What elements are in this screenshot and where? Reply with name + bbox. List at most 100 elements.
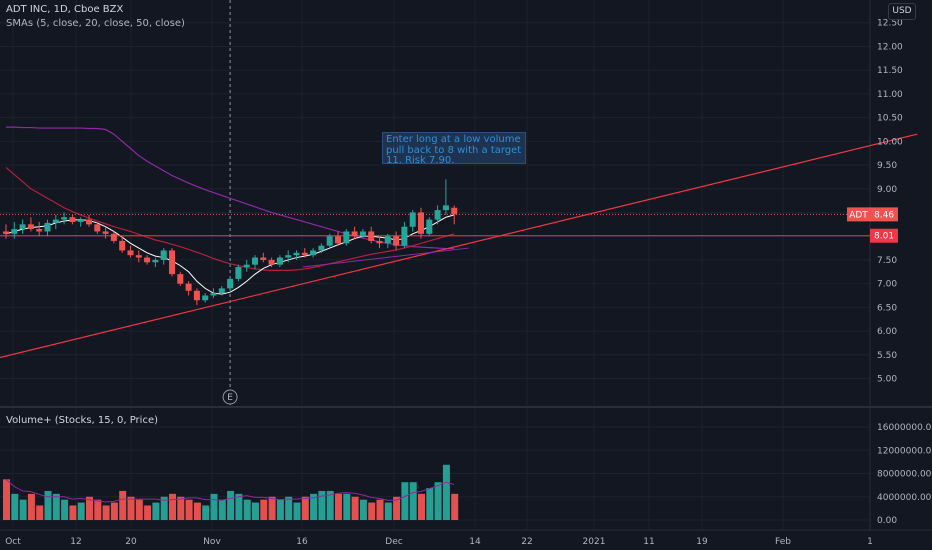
date-tick-label: 11 <box>643 537 654 547</box>
date-tick-label: Oct <box>5 537 21 547</box>
last-price-symbol-text: ADT <box>849 210 868 220</box>
trendlines <box>0 133 918 359</box>
volume-bar <box>434 482 442 520</box>
volume-tick-label: 8000000.00 <box>877 470 932 480</box>
volume-bar <box>310 493 318 520</box>
candle-body <box>110 233 117 241</box>
volume-bar <box>52 493 60 520</box>
candle-body <box>276 257 283 265</box>
grid <box>0 0 871 530</box>
candle-body <box>442 205 449 211</box>
candle-body <box>252 257 258 265</box>
volume-bar <box>144 505 152 520</box>
candle-body <box>401 226 408 246</box>
candle-body <box>418 212 424 234</box>
candle-body <box>318 245 325 251</box>
candle-body <box>210 293 217 296</box>
candle-body <box>310 250 317 256</box>
earnings-marker-label: E <box>227 393 233 403</box>
axes: 12.5012.0011.5011.0010.5010.009.509.008.… <box>5 19 932 547</box>
candle-body <box>27 224 34 230</box>
volume-bar <box>359 499 367 520</box>
earnings-marker <box>222 389 238 405</box>
candle-body <box>202 295 209 301</box>
sma-legend: SMAs (5, close, 20, close, 50, close) <box>6 18 185 29</box>
volume-bar <box>376 499 384 520</box>
candle-body <box>351 231 358 237</box>
volume-bar <box>343 493 351 520</box>
price-tick-label: 12.00 <box>877 42 903 52</box>
date-tick-label: 20 <box>125 537 137 547</box>
last-price-badge <box>870 207 898 222</box>
volume-bar <box>177 496 185 520</box>
candle-body <box>326 236 333 246</box>
candle-body <box>135 255 142 258</box>
volume-bar <box>301 496 309 520</box>
candle-body <box>169 250 175 275</box>
volume-bar <box>409 482 417 520</box>
candle-body <box>52 219 59 223</box>
price-tick-label: 9.00 <box>877 185 897 195</box>
candle-body <box>185 283 192 291</box>
candles <box>3 179 458 305</box>
candle-body <box>426 219 433 234</box>
candle-body <box>268 259 275 265</box>
volume-bar <box>384 502 392 520</box>
volume-bar <box>102 505 110 520</box>
last-price-symbol-badge <box>847 207 870 222</box>
date-tick-label: 14 <box>469 537 481 547</box>
trade-note[interactable]: Enter long at a low volume pull back to … <box>382 132 526 166</box>
candle-body <box>384 236 391 244</box>
volume-bar <box>401 482 409 520</box>
price-tick-label: 10.00 <box>877 137 903 147</box>
date-tick-label: Nov <box>203 537 221 547</box>
candle-body <box>152 259 159 263</box>
volume-bar <box>268 496 276 520</box>
price-tick-label: 5.50 <box>877 351 897 361</box>
last-price-value: 8.46 <box>874 210 894 220</box>
volume-bar <box>185 499 193 520</box>
date-tick-label: 16 <box>296 537 308 547</box>
candle-body <box>243 264 250 268</box>
candle-body <box>94 224 101 232</box>
volume-bar <box>202 505 210 520</box>
volume-bar <box>3 479 10 520</box>
candle-body <box>19 224 26 230</box>
volume-bar <box>61 499 69 520</box>
volume-bar <box>169 493 176 520</box>
candle-body <box>434 210 441 220</box>
candle-body <box>102 231 109 234</box>
volume-bar <box>11 493 19 520</box>
volume-bar <box>69 505 77 520</box>
candle-body <box>44 222 51 232</box>
price-tick-label: 11.00 <box>877 90 903 100</box>
volume-bar <box>193 502 201 520</box>
candle-body <box>218 288 225 294</box>
volume-bars <box>3 464 459 520</box>
price-tick-label: 7.50 <box>877 256 897 266</box>
level-badge <box>870 228 898 243</box>
candle-body <box>335 236 341 244</box>
volume-bar <box>418 493 425 520</box>
volume-bar <box>19 499 27 520</box>
candle-body <box>285 255 292 258</box>
volume-tick-label: 4000000.00 <box>877 493 932 503</box>
date-tick-label: Feb <box>775 537 791 547</box>
date-tick-label: 1 <box>867 537 873 547</box>
candle-body <box>69 217 76 222</box>
price-tick-label: 5.00 <box>877 375 897 385</box>
volume-tick-label: 16000000.00 <box>877 423 932 433</box>
candle-body <box>36 229 43 232</box>
candle-body <box>343 231 350 244</box>
volume-bar <box>252 502 259 520</box>
candle-body <box>376 240 383 244</box>
currency-button[interactable]: USD <box>888 3 916 20</box>
candle-body <box>301 252 308 256</box>
volume-bar <box>152 502 160 520</box>
price-tick-label: 11.50 <box>877 66 903 76</box>
volume-bar <box>260 499 268 520</box>
price-tick-label: 6.50 <box>877 303 897 313</box>
volume-bar <box>451 493 459 520</box>
date-tick-label: Dec <box>385 537 402 547</box>
